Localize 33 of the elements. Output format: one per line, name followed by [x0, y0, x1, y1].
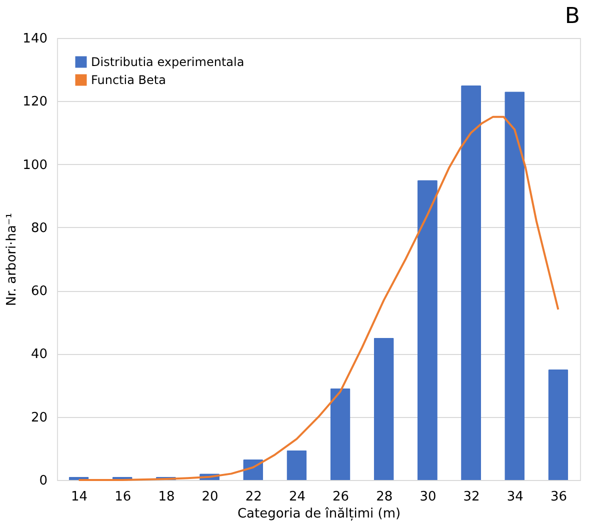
x-tick-label: 16: [114, 490, 132, 504]
y-tick-label: 100: [22, 158, 48, 173]
x-tick-label: 18: [158, 490, 175, 504]
y-tick-label: 20: [30, 410, 48, 426]
x-axis-title: Categoria de înălțimi (m): [237, 506, 401, 522]
bar: [286, 450, 307, 480]
x-tick-label: 34: [506, 490, 524, 504]
line-series: [78, 116, 560, 481]
y-tick-label: 80: [30, 220, 48, 236]
x-tick-label: 26: [332, 490, 350, 504]
y-tick-label: 60: [30, 284, 48, 300]
bar: [374, 338, 394, 480]
bar: [417, 180, 438, 480]
y-tick-label: 0: [39, 474, 48, 488]
bar: [330, 388, 350, 480]
x-tick-label: 24: [288, 490, 306, 504]
x-tick-label: 20: [202, 490, 218, 504]
bar: [504, 92, 525, 480]
x-tick-label: 36: [550, 490, 567, 504]
y-axis-title: Nr. arbori·ha⁻¹: [4, 212, 20, 306]
y-tick-label: 120: [22, 94, 48, 110]
x-tick-label: 32: [463, 490, 480, 504]
chart-title: B: [564, 4, 580, 29]
x-tick-label: 22: [245, 490, 262, 504]
y-tick-label: 140: [22, 32, 48, 46]
bar: [548, 370, 568, 480]
x-tick-label: 14: [71, 490, 88, 504]
bar: [461, 85, 482, 480]
legend-label: Functia Beta: [91, 73, 166, 87]
x-tick-label: 30: [420, 490, 436, 504]
legend-label: Distributia experimentala: [91, 55, 244, 69]
x-tick-label: 28: [376, 490, 393, 504]
y-tick-label: 40: [30, 347, 48, 362]
